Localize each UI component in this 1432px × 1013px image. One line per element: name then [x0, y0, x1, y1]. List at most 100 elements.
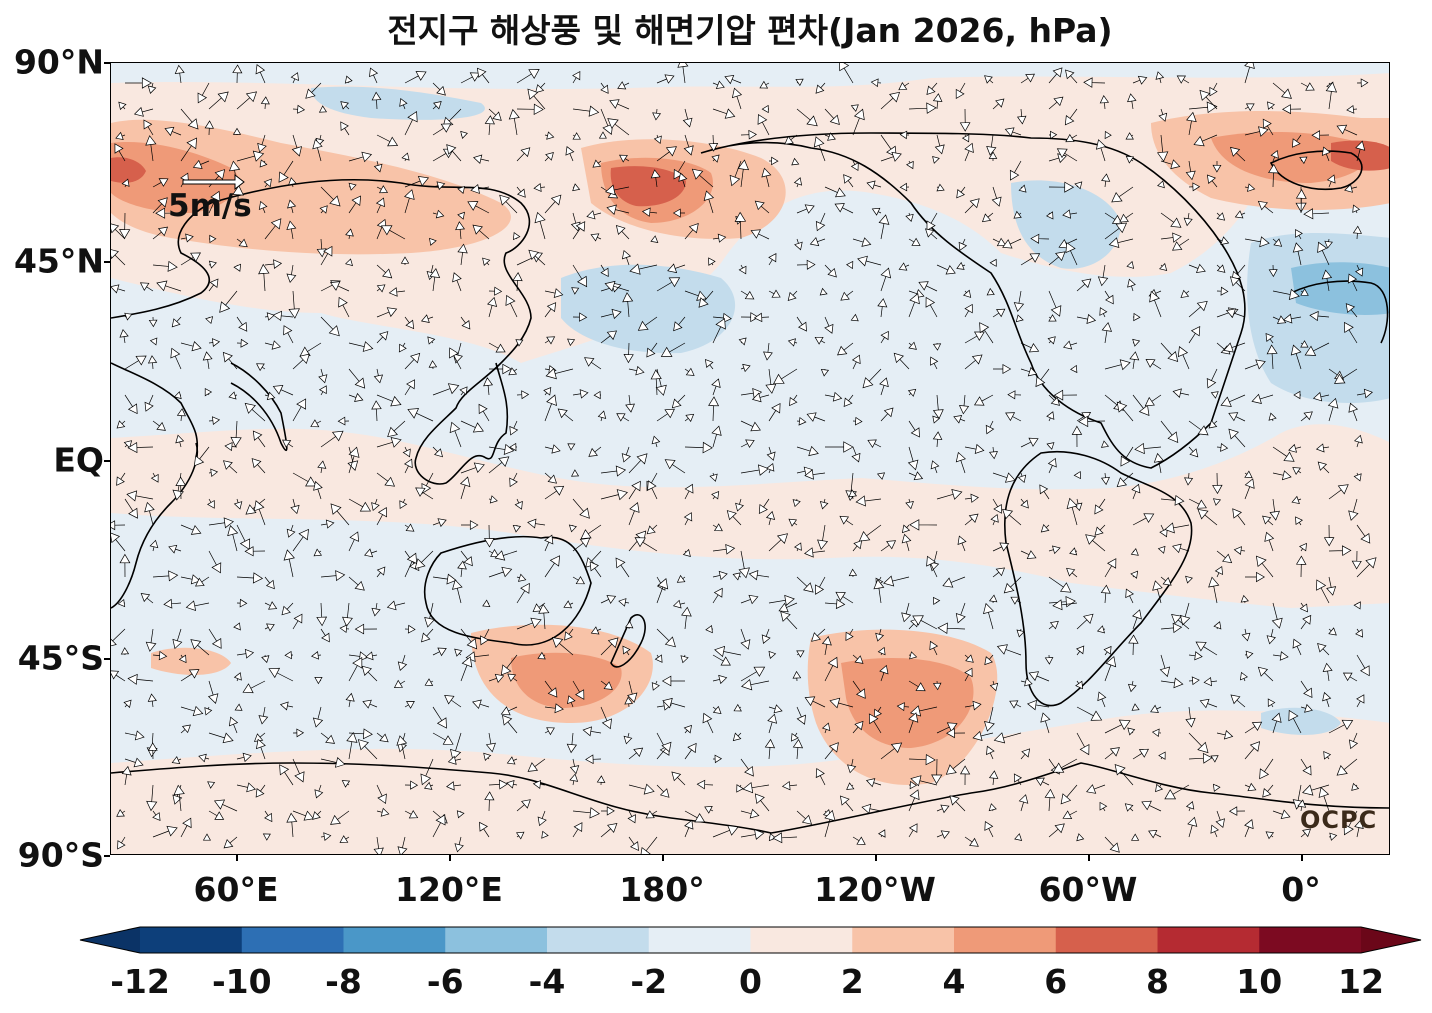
wind-vector: [111, 628, 126, 647]
wind-vector: [432, 518, 447, 528]
wind-vector: [1133, 312, 1141, 322]
wind-vector: [488, 456, 510, 474]
wind-vector: [1018, 184, 1027, 193]
wind-vector: [1153, 452, 1165, 474]
wind-vector: [1336, 758, 1358, 776]
wind-vector: [190, 639, 210, 656]
wind-vector: [705, 624, 714, 634]
wind-vector: [852, 237, 872, 247]
north-america-low-anomaly: [1011, 180, 1121, 269]
wind-vector: [348, 341, 374, 352]
wind-vector: [488, 673, 505, 683]
wind-vector: [1132, 609, 1142, 630]
wind-vector: [371, 400, 382, 422]
wind-vector: [124, 757, 144, 768]
wind-vector: [534, 211, 546, 240]
wind-vector: [340, 121, 350, 136]
wind-vector: [824, 656, 838, 682]
wind-vector: [1216, 730, 1234, 740]
wind-vector: [1283, 313, 1302, 324]
wind-vector: [1212, 783, 1221, 792]
wind-vector: [1160, 677, 1184, 689]
wind-vector: [208, 169, 226, 188]
wind-vector: [1356, 524, 1371, 544]
wind-vector: [1216, 342, 1231, 355]
wind-vector: [852, 654, 864, 664]
wind-vector: [572, 389, 589, 399]
lat-tick-4: [104, 855, 110, 857]
wind-vector: [148, 316, 158, 328]
wind-vector: [1069, 547, 1078, 556]
wind-vector: [852, 680, 866, 699]
wind-vector: [1244, 650, 1254, 659]
wind-vector: [1244, 782, 1257, 792]
wind-vector: [996, 644, 1022, 656]
wind-vector: [937, 622, 966, 635]
wind-vector: [623, 342, 634, 364]
wind-vector: [1104, 836, 1120, 853]
wind-vector: [813, 136, 826, 162]
wind-vector: [650, 235, 659, 243]
wind-vector: [484, 115, 495, 136]
wind-vector: [516, 573, 527, 582]
wind-vector: [208, 732, 234, 744]
wind-vector: [877, 298, 888, 318]
wind-vector: [479, 821, 490, 838]
wind-vector: [1272, 809, 1291, 820]
wind-vector: [1203, 676, 1218, 687]
wind-vector: [1116, 472, 1134, 488]
wind-vector: [1244, 470, 1253, 479]
wind-vector: [1144, 394, 1162, 407]
wind-vector: [457, 243, 468, 266]
wind-vector: [714, 645, 742, 658]
wind-vector: [684, 742, 697, 760]
wind-vector: [880, 407, 894, 422]
wind-vector: [852, 416, 863, 426]
wind-vector: [1216, 550, 1233, 564]
wind-vector: [348, 656, 363, 682]
wind-vector: [905, 212, 914, 222]
wind-vector: [572, 312, 588, 322]
wind-vector: [232, 64, 243, 84]
wind-vector: [175, 434, 185, 448]
wind-vector: [1108, 237, 1134, 249]
wind-vector: [945, 758, 966, 775]
wind-vector: [936, 264, 956, 275]
wind-vector: [1210, 391, 1219, 399]
wind-vector: [661, 675, 685, 687]
wind-vector: [299, 342, 322, 357]
wind-vector: [879, 664, 889, 682]
wind-vector: [843, 394, 854, 407]
wind-vector: [582, 726, 602, 737]
wind-vector: [1206, 174, 1218, 188]
wind-vector: [651, 435, 661, 448]
wind-vector: [147, 742, 158, 760]
wind-vector: [942, 576, 966, 588]
wind-vector: [1300, 680, 1313, 698]
wind-vector: [984, 75, 994, 84]
wind-vector: [348, 498, 372, 512]
wind-vector: [364, 548, 378, 558]
wind-vector: [1148, 830, 1162, 839]
ocpc-logo: OCPC: [1300, 806, 1378, 834]
wind-vector: [572, 575, 585, 585]
wind-vector: [488, 342, 506, 353]
wind-vector: [317, 460, 327, 474]
wind-vector: [1229, 146, 1246, 162]
wind-vector: [964, 354, 983, 370]
wind-vector: [515, 339, 524, 347]
wind-vector: [824, 742, 839, 760]
wind-vector: [1179, 602, 1191, 626]
lon-tick-0: [236, 855, 238, 861]
wind-vector: [1316, 579, 1330, 604]
wind-vector: [1351, 550, 1362, 570]
wind-vector: [1346, 104, 1358, 114]
wind-vector: [712, 825, 739, 838]
wind-vector: [127, 441, 154, 454]
wind-vector: [313, 480, 323, 500]
colorbar-extend-high: [1361, 927, 1421, 953]
wind-vector: [588, 446, 602, 457]
wind-vector: [180, 108, 199, 130]
wind-vector: [1271, 602, 1283, 629]
wind-vector: [1101, 322, 1113, 344]
